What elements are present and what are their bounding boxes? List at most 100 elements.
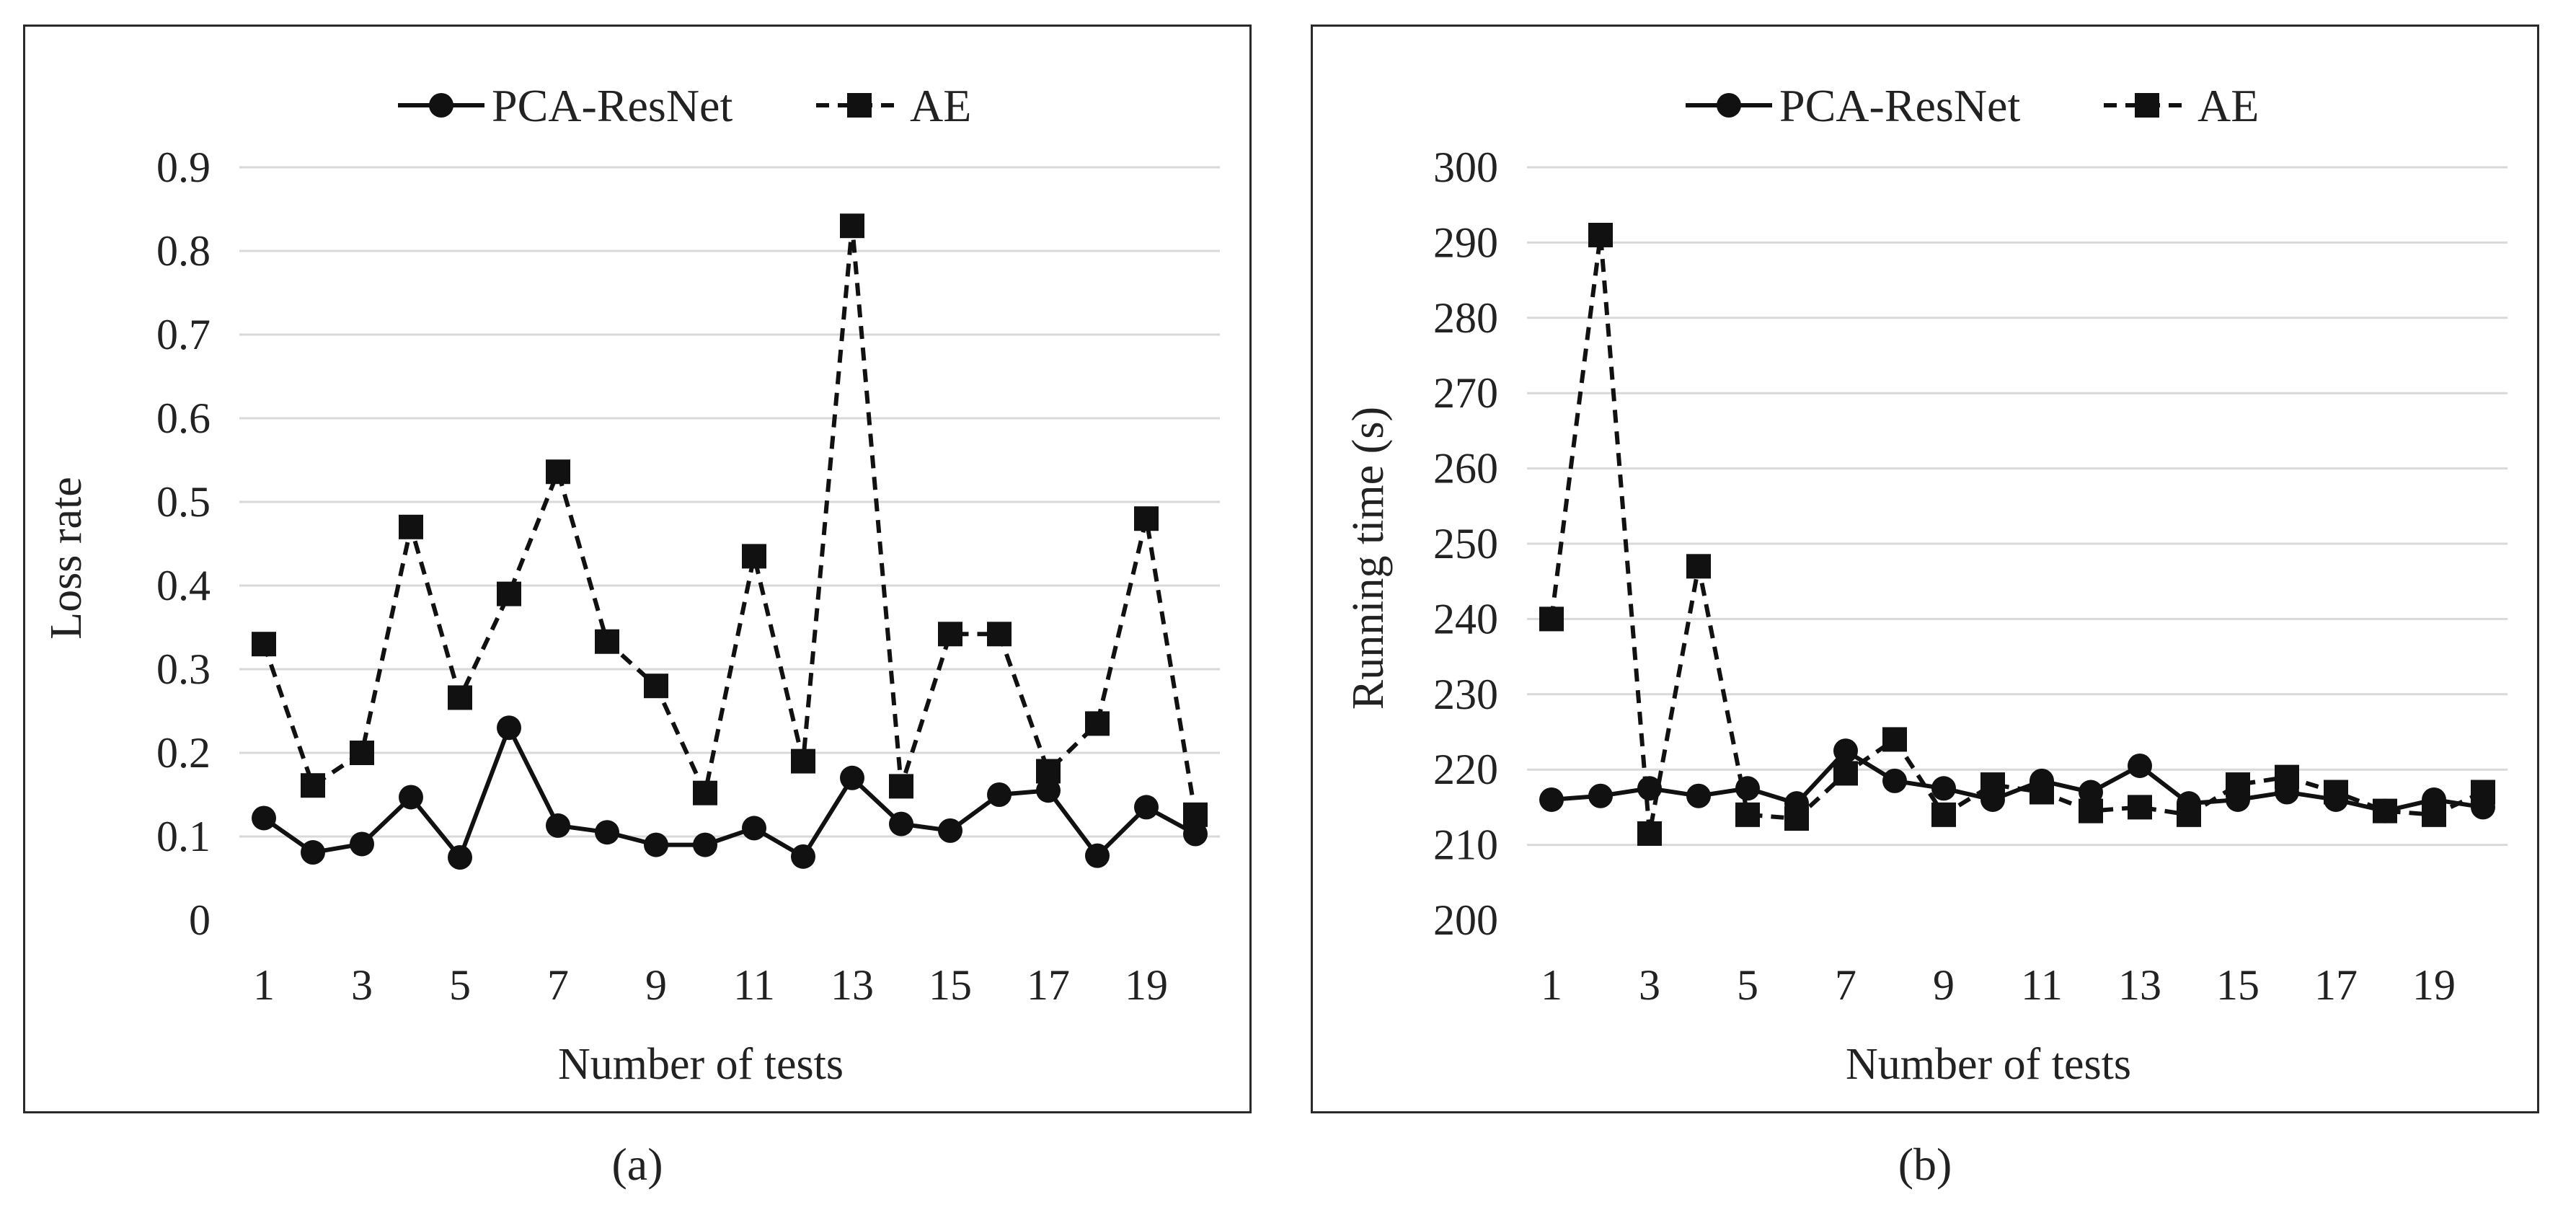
y-tick-label: 0.5 <box>156 478 211 526</box>
data-point <box>301 840 325 865</box>
loss-rate-chart: 00.10.20.30.40.50.60.70.80.91 3 5 7 9 11 13 15 1… <box>42 80 1220 1089</box>
data-point <box>2128 753 2152 778</box>
x-tick-label: 7 <box>547 961 569 1009</box>
data-point <box>1686 554 1711 579</box>
data-point <box>399 514 423 539</box>
panel-a-caption: (a) <box>611 1139 663 1190</box>
legend-label: PCA-ResNet <box>1779 80 2020 131</box>
data-point <box>2226 772 2250 798</box>
data-point <box>1882 727 1907 752</box>
data-point <box>595 629 619 654</box>
x-axis-title: Number of tests <box>558 1040 844 1089</box>
x-tick-label: 1 <box>253 961 275 1009</box>
data-point <box>938 622 962 647</box>
y-tick-label: 280 <box>1433 294 1498 342</box>
data-point <box>840 765 864 790</box>
legend-marker <box>2135 93 2159 118</box>
data-point <box>546 459 570 485</box>
legend: PCA-ResNet AE <box>1686 80 2259 131</box>
data-point <box>2079 780 2103 805</box>
x-tick-labels: 1 3 5 7 9 11 13 15 17 19 <box>1541 961 2456 1009</box>
series-pca-resnet <box>1539 738 2495 824</box>
data-point <box>2128 795 2152 820</box>
data-point <box>1784 806 1809 831</box>
data-point <box>889 811 913 836</box>
data-point <box>791 844 815 869</box>
data-point <box>1833 761 1858 786</box>
data-point <box>1539 606 1564 632</box>
x-tick-label: 7 <box>1835 961 1856 1009</box>
x-tick-label: 19 <box>1125 961 1168 1009</box>
data-point <box>742 544 766 569</box>
data-point <box>301 773 325 798</box>
data-point <box>252 805 276 831</box>
y-tick-label: 0 <box>189 896 211 944</box>
data-point <box>448 685 472 710</box>
y-tick-label: 200 <box>1433 896 1498 944</box>
data-point <box>2324 780 2348 805</box>
panel-b-caption: (b) <box>1898 1139 1952 1190</box>
y-tick-labels: 0 0.1 0.2 0.3 0.4 0.5 0.6 0.7 0.8 0.9 <box>156 144 211 944</box>
x-tick-label: 17 <box>2314 961 2358 1009</box>
legend: PCA-ResNet AE <box>398 80 971 131</box>
data-point <box>1036 778 1061 803</box>
x-tick-label: 9 <box>645 961 667 1009</box>
data-point <box>1085 711 1110 736</box>
data-point <box>1882 768 1907 793</box>
y-axis-title: Loss rate <box>42 477 91 640</box>
y-tick-label: 270 <box>1433 369 1498 417</box>
data-point <box>693 780 717 805</box>
legend-marker <box>429 93 453 118</box>
legend-label: AE <box>910 80 971 131</box>
data-point <box>1735 802 1760 827</box>
data-point <box>2079 798 2103 824</box>
x-tick-label: 15 <box>2216 961 2259 1009</box>
data-point <box>1686 783 1711 808</box>
data-point <box>1637 821 1662 846</box>
series-ae <box>252 213 1208 827</box>
x-tick-label: 3 <box>1639 961 1660 1009</box>
y-tick-label: 290 <box>1433 218 1498 266</box>
y-tick-label: 240 <box>1433 595 1498 643</box>
y-tick-label: 0.9 <box>156 144 211 191</box>
data-point <box>987 782 1012 807</box>
legend-marker <box>1717 93 1741 118</box>
data-point <box>1588 783 1613 808</box>
gridlines <box>1527 166 2508 847</box>
data-point <box>1134 506 1159 531</box>
data-point <box>2177 802 2201 827</box>
x-axis-title: Number of tests <box>1846 1040 2131 1089</box>
x-tick-label: 1 <box>1541 961 1562 1009</box>
x-tick-label: 13 <box>831 961 874 1009</box>
y-tick-label: 300 <box>1433 144 1498 191</box>
series-pca-resnet <box>252 715 1208 870</box>
x-tick-label: 13 <box>2118 961 2161 1009</box>
x-tick-label: 5 <box>1737 961 1758 1009</box>
data-point <box>693 832 717 857</box>
data-point <box>1085 843 1110 868</box>
x-tick-label: 5 <box>449 961 471 1009</box>
data-point <box>1833 738 1858 764</box>
y-axis-title: Running time (s) <box>1344 407 1393 710</box>
y-tick-labels: 200 210 220 230 240 250 260 270 280 290 300 <box>1433 144 1498 944</box>
y-tick-label: 0.1 <box>156 813 211 860</box>
data-point <box>2373 798 2397 824</box>
series-line <box>262 225 1198 816</box>
data-point <box>497 715 521 741</box>
data-point <box>938 818 962 843</box>
data-point <box>350 741 374 765</box>
data-point <box>1588 222 1613 247</box>
y-tick-label: 0.3 <box>156 645 211 693</box>
data-point <box>1036 759 1061 784</box>
x-tick-label: 3 <box>351 961 373 1009</box>
data-point <box>644 674 668 699</box>
data-point <box>2422 802 2446 827</box>
y-tick-label: 250 <box>1433 520 1498 568</box>
data-point <box>1931 776 1956 801</box>
data-point <box>889 774 913 799</box>
data-point <box>987 622 1012 647</box>
y-tick-label: 0.7 <box>156 311 211 358</box>
x-tick-label: 15 <box>929 961 972 1009</box>
data-point <box>546 813 570 838</box>
